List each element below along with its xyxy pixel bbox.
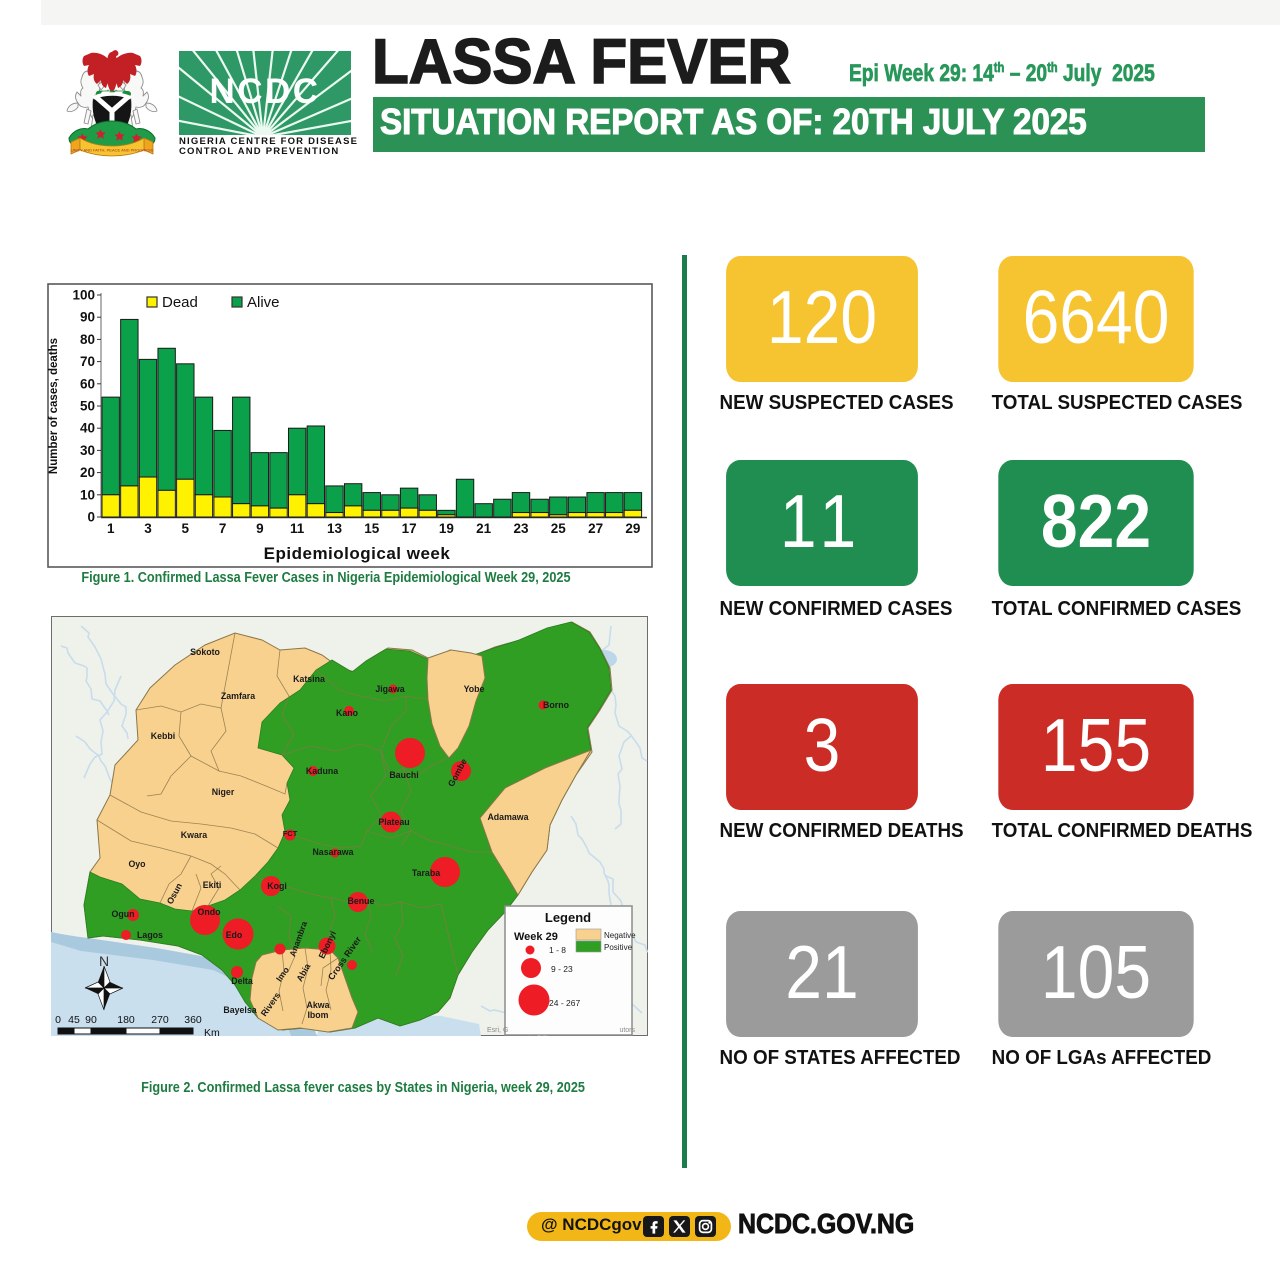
svg-text:Akwa: Akwa <box>307 1000 330 1010</box>
svg-text:5: 5 <box>182 521 190 536</box>
svg-text:Kaduna: Kaduna <box>306 766 338 776</box>
svg-text:utors: utors <box>619 1027 635 1034</box>
svg-text:Katsina: Katsina <box>293 674 325 684</box>
svg-text:N: N <box>99 953 109 969</box>
svg-text:Ondo: Ondo <box>198 907 222 917</box>
svg-text:Ogun: Ogun <box>112 909 135 919</box>
svg-text:Epidemiological week: Epidemiological week <box>264 544 451 563</box>
svg-text:45: 45 <box>68 1014 80 1026</box>
svg-text:Sokoto: Sokoto <box>190 647 220 657</box>
svg-text:3: 3 <box>144 521 152 536</box>
svg-text:Yobe: Yobe <box>464 684 485 694</box>
svg-text:Delta: Delta <box>231 976 253 986</box>
svg-text:FCT: FCT <box>283 829 298 838</box>
svg-text:UNITY AND FAITH, PEACE AND PRO: UNITY AND FAITH, PEACE AND PROGRESS <box>71 148 154 153</box>
svg-text:Km: Km <box>204 1027 220 1036</box>
svg-text:Plateau: Plateau <box>378 817 409 827</box>
svg-text:10: 10 <box>80 487 95 502</box>
svg-text:Borno: Borno <box>543 700 570 710</box>
svg-text:Kogi: Kogi <box>267 881 287 891</box>
svg-text:Esri, G: Esri, G <box>487 1027 508 1034</box>
svg-text:Ekiti: Ekiti <box>203 880 222 890</box>
svg-text:Nasarawa: Nasarawa <box>312 847 353 857</box>
svg-text:Jigawa: Jigawa <box>375 684 404 694</box>
svg-text:20: 20 <box>80 465 95 480</box>
svg-text:70: 70 <box>80 354 95 369</box>
svg-text:40: 40 <box>80 421 95 436</box>
svg-text:27: 27 <box>588 521 603 536</box>
svg-text:30: 30 <box>80 443 95 458</box>
svg-text:1: 1 <box>107 521 115 536</box>
svg-text:0: 0 <box>87 510 95 525</box>
svg-text:9 - 23: 9 - 23 <box>551 964 573 974</box>
svg-text:360: 360 <box>184 1014 202 1026</box>
svg-text:Positive: Positive <box>604 943 633 952</box>
svg-text:19: 19 <box>439 521 454 536</box>
svg-text:Edo: Edo <box>226 930 243 940</box>
svg-text:Taraba: Taraba <box>412 868 440 878</box>
svg-text:Zamfara: Zamfara <box>221 691 255 701</box>
svg-text:100: 100 <box>72 288 95 303</box>
svg-text:17: 17 <box>402 521 417 536</box>
svg-text:270: 270 <box>151 1014 169 1026</box>
svg-text:Kano: Kano <box>336 708 359 718</box>
svg-text:Dead: Dead <box>162 294 198 311</box>
svg-text:Bauchi: Bauchi <box>389 770 418 780</box>
svg-text:1 - 8: 1 - 8 <box>549 945 566 955</box>
svg-text:Week 29: Week 29 <box>514 931 558 943</box>
svg-text:0: 0 <box>55 1014 61 1026</box>
svg-text:90: 90 <box>80 310 95 325</box>
svg-text:Benue: Benue <box>348 896 375 906</box>
svg-text:Ibom: Ibom <box>307 1010 328 1020</box>
svg-text:Alive: Alive <box>247 294 280 311</box>
svg-text:15: 15 <box>364 521 380 536</box>
svg-text:Niger: Niger <box>212 787 235 797</box>
svg-text:180: 180 <box>117 1014 135 1026</box>
svg-text:Number of cases, deaths: Number of cases, deaths <box>48 338 60 474</box>
svg-text:Negative: Negative <box>604 931 636 940</box>
svg-text:Adamawa: Adamawa <box>487 812 528 822</box>
svg-text:Lagos: Lagos <box>137 930 163 940</box>
svg-text:25: 25 <box>551 521 567 536</box>
svg-text:23: 23 <box>513 521 529 536</box>
svg-text:Oyo: Oyo <box>128 859 146 869</box>
svg-text:50: 50 <box>80 399 95 414</box>
svg-text:90: 90 <box>85 1014 97 1026</box>
svg-text:Bayelsa: Bayelsa <box>223 1005 256 1015</box>
svg-text:7: 7 <box>219 521 227 536</box>
svg-text:29: 29 <box>625 521 640 536</box>
svg-text:Kebbi: Kebbi <box>151 731 175 741</box>
svg-text:21: 21 <box>476 521 492 536</box>
svg-text:13: 13 <box>327 521 343 536</box>
svg-text:24 - 267: 24 - 267 <box>549 998 580 1008</box>
svg-text:Kwara: Kwara <box>181 830 208 840</box>
svg-text:9: 9 <box>256 521 264 536</box>
svg-text:Legend: Legend <box>545 910 591 925</box>
svg-text:60: 60 <box>80 376 95 391</box>
svg-text:11: 11 <box>290 521 305 536</box>
svg-text:80: 80 <box>80 332 95 347</box>
